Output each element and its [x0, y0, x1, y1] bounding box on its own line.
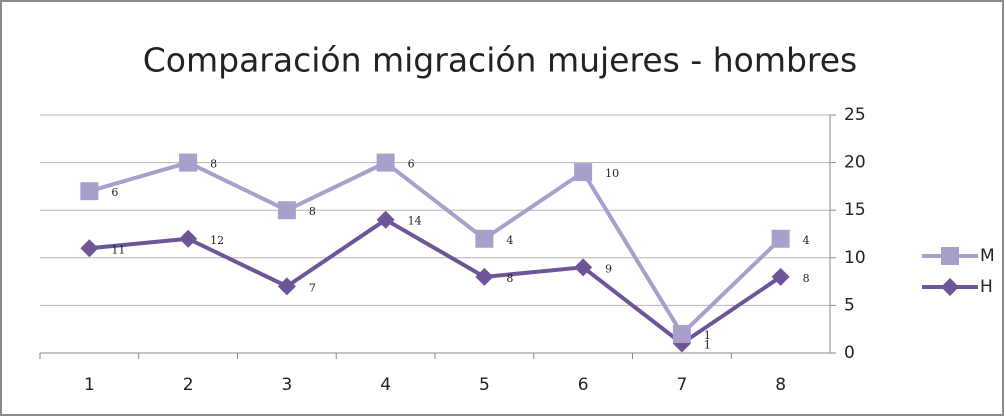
x-tick-label: 3: [281, 375, 292, 395]
point-marker: [277, 277, 296, 296]
data-label: 6: [408, 158, 415, 171]
point-marker: [376, 153, 395, 172]
point-marker: [771, 267, 790, 286]
x-tick-label: 6: [578, 375, 589, 395]
data-label: 1: [704, 338, 711, 351]
data-label: 8: [506, 272, 513, 285]
point-marker: [574, 163, 593, 182]
x-tick-label: 2: [183, 375, 194, 395]
y-tick-label: 20: [844, 153, 866, 173]
data-label: 4: [803, 234, 810, 247]
point-marker: [672, 324, 691, 343]
point-marker: [771, 229, 790, 248]
data-label: 11: [111, 243, 125, 256]
y-tick-label: 25: [844, 105, 866, 125]
data-label: 1: [704, 329, 711, 342]
point-marker: [475, 267, 494, 286]
data-label: 7: [309, 281, 316, 294]
legend-marker: [941, 278, 959, 296]
point-marker: [376, 210, 395, 229]
x-tick-label: 5: [479, 375, 490, 395]
series-line: [88, 160, 783, 336]
data-label: 12: [210, 234, 224, 247]
point-marker: [574, 258, 593, 277]
data-label: 9: [605, 262, 612, 275]
x-tick-label: 7: [676, 375, 687, 395]
point-marker: [80, 182, 99, 201]
point-marker: [179, 153, 198, 172]
data-label: 8: [309, 205, 316, 218]
x-tick-label: 1: [84, 375, 95, 395]
legend-label: M: [980, 246, 995, 266]
point-marker: [475, 229, 494, 248]
data-label: 8: [803, 272, 810, 285]
legend-marker: [941, 247, 959, 265]
data-label: 14: [408, 215, 422, 228]
point-marker: [179, 229, 198, 248]
data-label: 10: [605, 167, 619, 180]
y-tick-label: 0: [844, 343, 855, 363]
point-marker: [277, 201, 296, 220]
series-line: [89, 217, 782, 346]
y-tick-label: 10: [844, 248, 866, 268]
data-label: 8: [210, 158, 217, 171]
y-tick-label: 5: [844, 295, 855, 315]
x-tick-label: 8: [775, 375, 786, 395]
legend-label: H: [980, 277, 993, 297]
chart-title: Comparación migración mujeres - hombres: [143, 41, 858, 80]
point-marker: [80, 239, 99, 258]
x-tick-label: 4: [380, 375, 391, 395]
data-label: 6: [111, 186, 118, 199]
y-tick-label: 15: [844, 200, 866, 220]
data-label: 4: [506, 234, 513, 247]
